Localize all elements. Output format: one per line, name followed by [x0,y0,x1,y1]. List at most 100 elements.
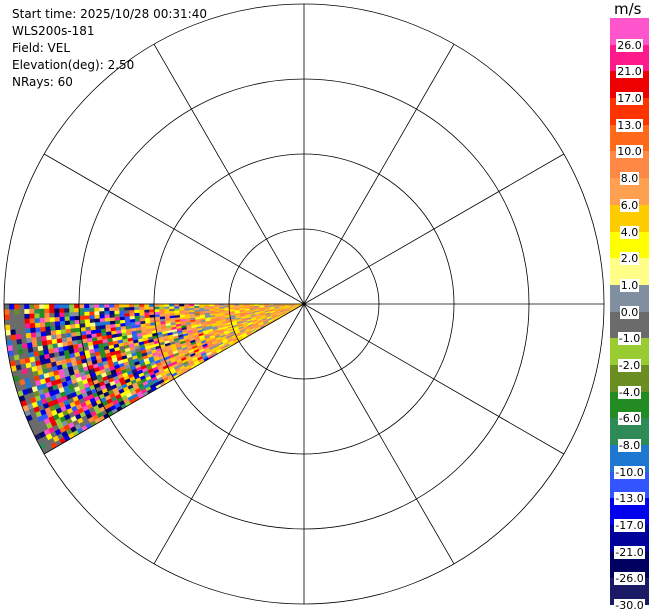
velocity-gate [89,315,94,319]
velocity-gate [74,312,79,316]
colorbar-tick-text: -1.0 [618,332,641,345]
velocity-gate [65,324,70,329]
velocity-gate [24,314,29,319]
velocity-gate [4,314,9,319]
azimuth-spoke [304,154,564,304]
colorbar-tick-text: 0.0 [620,306,640,319]
colorbar-tick-text: -17.0 [614,519,644,532]
scan-info: Start time: 2025/10/28 00:31:40 WLS200s-… [12,6,207,91]
velocity-gate [124,313,129,316]
colorbar-unit: m/s [614,0,641,18]
velocity-gate [99,307,104,311]
colorbar-tick-text: -13.0 [614,492,644,505]
velocity-gate [34,304,39,309]
colorbar-tick-label: -21.0 [610,546,649,559]
velocity-gate [100,321,105,325]
velocity-gate [114,310,119,313]
velocity-gate [15,324,20,329]
colorbar-tick-label: 17.0 [610,92,649,105]
velocity-gate [16,334,22,340]
velocity-gate [114,307,119,310]
velocity-gate [69,304,74,308]
velocity-gate [114,317,119,321]
velocity-gate [74,316,79,320]
velocity-gate [114,314,119,318]
velocity-gate [104,314,109,318]
velocity-gate [134,310,139,313]
velocity-gate [94,315,99,319]
velocity-gate [70,320,75,324]
velocity-gate [34,309,39,314]
velocity-gate [31,337,37,342]
velocity-gate [50,321,55,326]
velocity-gate [94,304,99,308]
colorbar-tick-label: 8.0 [610,172,649,185]
colorbar-tick-text: -2.0 [618,359,641,372]
velocity-gate [144,307,149,310]
velocity-gate [119,304,124,307]
velocity-gate [20,328,25,333]
velocity-gate [61,333,67,338]
velocity-gate [39,313,44,318]
colorbar-tick-label: 1.0 [610,279,649,292]
velocity-gate [69,316,74,320]
velocity-gate [154,312,159,315]
velocity-gate [56,334,62,339]
colorbar-tick-text: -6.0 [618,412,641,425]
velocity-gate [119,313,124,316]
velocity-gate [95,322,100,326]
azimuth-spoke [304,304,564,454]
velocity-gate [89,308,94,312]
velocity-gate [44,304,49,309]
colorbar-tick-label: 4.0 [610,226,649,239]
velocity-gate [70,324,75,329]
velocity-gate [79,308,84,312]
velocity-gate [36,336,42,341]
velocity-gate [40,331,45,336]
velocity-gate [69,308,74,312]
velocity-gate [32,342,38,347]
velocity-gate [95,318,100,322]
velocity-gate [16,339,22,345]
velocity-gate [35,327,40,332]
velocity-gate [59,312,64,316]
velocity-gate [14,304,19,309]
velocity-gate [109,311,114,315]
velocity-gate [21,333,27,338]
velocity-gate [139,312,144,315]
velocity-gate [119,317,124,321]
colorbar-tick-label: 10.0 [610,145,649,158]
velocity-gate [139,310,144,313]
ppi-plot [0,0,610,610]
colorbar-tick-text: 21.0 [616,65,643,78]
velocity-gate [104,318,109,322]
velocity-gate [11,334,17,340]
velocity-gate [64,304,69,308]
velocity-gate [45,326,50,331]
nrays-label: NRays: 60 [12,74,207,91]
velocity-gate [15,329,20,334]
velocity-gate [84,304,89,308]
velocity-gate [49,317,54,322]
velocity-gate [42,340,48,345]
velocity-gate [119,310,124,313]
velocity-gate [5,330,10,336]
velocity-gate [164,306,169,309]
velocity-gate [109,317,114,321]
velocity-gate [4,309,9,314]
velocity-gate [26,333,32,338]
velocity-gate [34,313,39,318]
velocity-gate [129,313,134,316]
velocity-gate [55,330,60,335]
colorbar-tick-label: -4.0 [610,386,649,399]
azimuth-spoke [304,44,454,304]
velocity-gate [75,320,80,324]
velocity-gate [104,304,109,307]
velocity-gate [184,306,189,308]
velocity-gate [50,330,55,335]
velocity-gate [54,308,59,312]
colorbar-tick-label: -13.0 [610,492,649,505]
velocity-gate [109,307,114,310]
velocity-gate [89,304,94,308]
colorbar-tick-text: 17.0 [616,92,643,105]
